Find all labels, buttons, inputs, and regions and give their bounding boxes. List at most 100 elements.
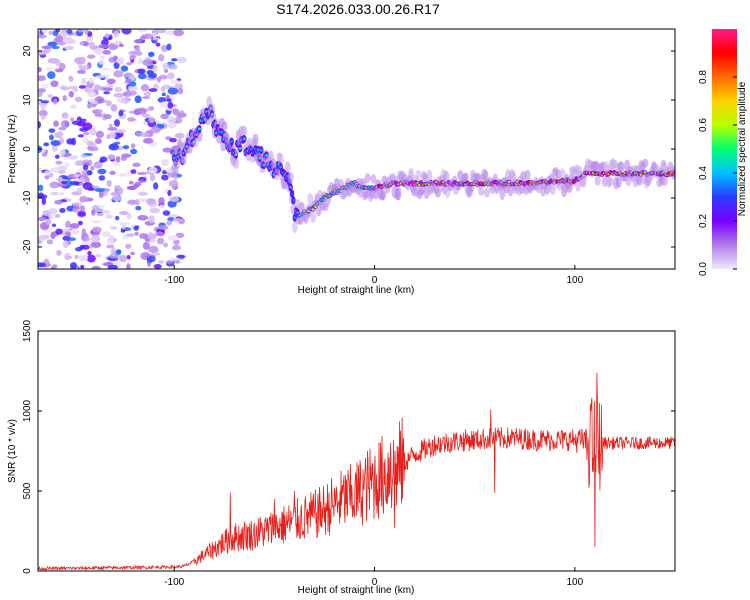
- y-tick-label: 10: [22, 94, 33, 106]
- heatmap-cell: [483, 187, 490, 198]
- heatmap-cell: [167, 122, 176, 129]
- heatmap-cell: [61, 180, 68, 185]
- heatmap-cell: [63, 161, 70, 169]
- colorbar-tick-label: 0.4: [698, 166, 709, 180]
- heatmap-cell: [64, 231, 71, 236]
- y-tick-label: -10: [22, 190, 33, 205]
- heatmap-cell: [171, 58, 178, 62]
- heatmap-cell: [118, 43, 125, 48]
- heatmap-cell: [66, 29, 73, 34]
- heatmap-cell: [80, 56, 86, 65]
- heatmap-cell: [132, 183, 140, 189]
- heatmap-cell: [91, 241, 102, 248]
- heatmap-cell: [137, 191, 148, 196]
- heatmap-cell: [81, 77, 87, 85]
- heatmap-cell: [93, 48, 105, 55]
- x-tick-label: -100: [164, 275, 184, 286]
- heatmap-cell: [95, 130, 104, 139]
- heatmap-cell: [38, 75, 47, 81]
- heatmap-cell: [65, 220, 71, 229]
- heatmap-cell: [98, 44, 109, 49]
- heatmap-cell: [113, 70, 124, 78]
- heatmap-cell: [165, 30, 174, 36]
- heatmap-cell: [109, 235, 115, 242]
- heatmap-cell: [59, 148, 66, 156]
- heatmap-cell: [241, 125, 248, 136]
- heatmap-cell: [150, 126, 161, 134]
- heatmap-cell: [91, 209, 96, 216]
- heatmap-cell: [59, 137, 65, 144]
- heatmap-cell: [220, 130, 224, 134]
- heatmap-cell: [78, 220, 83, 226]
- heatmap-cell: [267, 150, 274, 162]
- heatmap-cell: [121, 224, 126, 230]
- heatmap-cell: [99, 67, 110, 71]
- heatmap-cell: [84, 85, 94, 93]
- heatmap-cell: [48, 128, 56, 133]
- heatmap-cell: [167, 189, 172, 197]
- snr-frame: [37, 330, 676, 572]
- heatmap-cell: [296, 211, 300, 215]
- colorbar-ticks: 0.0 0.2 0.4 0.6 0.8: [698, 70, 737, 276]
- heatmap-cell: [105, 100, 112, 107]
- heatmap-cell: [133, 39, 143, 44]
- heatmap-cell: [143, 121, 149, 125]
- heatmap-cell: [549, 184, 556, 195]
- heatmap-cell: [60, 87, 71, 91]
- y-tick-label: 0: [22, 146, 33, 152]
- heatmap-cell: [152, 31, 157, 39]
- heatmap-cell: [99, 204, 105, 209]
- heatmap-cell: [167, 87, 179, 95]
- heatmap-cell: [84, 237, 91, 242]
- heatmap-cell: [146, 256, 156, 263]
- heatmap-cell: [238, 146, 242, 150]
- heatmap-cell: [69, 181, 80, 186]
- heatmap-cell: [112, 161, 121, 167]
- heatmap-cell: [86, 254, 96, 263]
- heatmap-cell: [54, 199, 63, 205]
- heatmap-cell: [661, 175, 668, 187]
- heatmap-cell: [50, 167, 61, 173]
- heatmap-cell: [64, 45, 75, 51]
- heatmap-cell: [153, 182, 159, 190]
- colorbar-label: Normalized spectral amplitude: [737, 81, 748, 216]
- heatmap-cell: [40, 100, 50, 104]
- heatmap-cell: [364, 173, 371, 184]
- heatmap-cell: [41, 197, 47, 206]
- heatmap-cell: [426, 169, 433, 183]
- spectrogram-x-ticks: -100 0 100: [164, 265, 584, 286]
- heatmap-cell: [120, 155, 127, 162]
- heatmap-cell: [58, 192, 65, 196]
- heatmap-cell: [168, 180, 179, 188]
- heatmap-cell: [76, 69, 87, 74]
- heatmap-cell: [48, 30, 53, 36]
- heatmap-cell: [197, 127, 202, 131]
- heatmap-cell: [157, 225, 169, 231]
- heatmap-cell: [152, 64, 158, 73]
- colorbar-tick-label: 0.8: [698, 70, 709, 84]
- heatmap-cell: [98, 190, 104, 199]
- heatmap-cell: [102, 231, 111, 238]
- heatmap-cell: [149, 106, 154, 110]
- heatmap-cell: [242, 137, 246, 141]
- heatmap-cell: [45, 218, 52, 225]
- spectrogram-y-ticks: -20 -10 0 10 20: [22, 45, 675, 254]
- heatmap-cell: [143, 33, 154, 39]
- heatmap-cell: [87, 187, 95, 191]
- heatmap-cell: [53, 120, 59, 127]
- heatmap-cell: [100, 39, 109, 46]
- heatmap-cell: [91, 29, 100, 32]
- heatmap-cell: [146, 198, 156, 205]
- heatmap-cell: [55, 29, 61, 33]
- heatmap-cell: [79, 205, 86, 212]
- heatmap-cell: [45, 66, 54, 72]
- heatmap-cell: [139, 35, 146, 41]
- heatmap-cell: [153, 264, 162, 269]
- heatmap-cell: [76, 187, 83, 195]
- heatmap-cell: [62, 240, 69, 249]
- heatmap-cell: [98, 175, 106, 181]
- heatmap-cell: [126, 62, 133, 66]
- heatmap-cell: [114, 119, 120, 127]
- heatmap-cell: [615, 176, 622, 189]
- snr-series-line: [38, 372, 676, 572]
